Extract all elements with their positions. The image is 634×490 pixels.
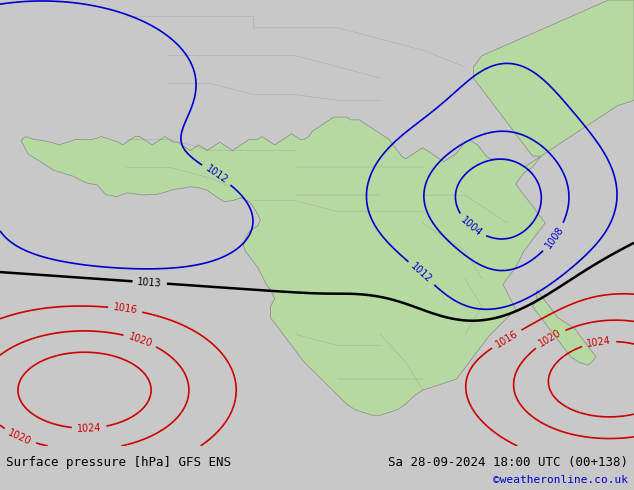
Polygon shape [474,0,634,156]
Text: 1020: 1020 [127,331,153,349]
Text: 1020: 1020 [6,427,33,446]
Text: Surface pressure [hPa] GFS ENS: Surface pressure [hPa] GFS ENS [6,456,231,469]
Text: 1004: 1004 [459,215,484,238]
Text: Sa 28-09-2024 18:00 UTC (00+138): Sa 28-09-2024 18:00 UTC (00+138) [387,456,628,469]
Text: 1012: 1012 [204,164,230,186]
Text: 1013: 1013 [137,277,162,288]
Text: 1020: 1020 [537,328,563,349]
Text: 1024: 1024 [586,336,612,349]
Polygon shape [533,290,596,365]
Text: 1024: 1024 [77,422,101,434]
Text: 1016: 1016 [112,302,138,316]
Text: 1012: 1012 [409,262,434,285]
Text: 1008: 1008 [543,225,566,250]
Text: ©weatheronline.co.uk: ©weatheronline.co.uk [493,475,628,485]
Polygon shape [21,117,545,415]
Text: 1016: 1016 [493,328,520,349]
